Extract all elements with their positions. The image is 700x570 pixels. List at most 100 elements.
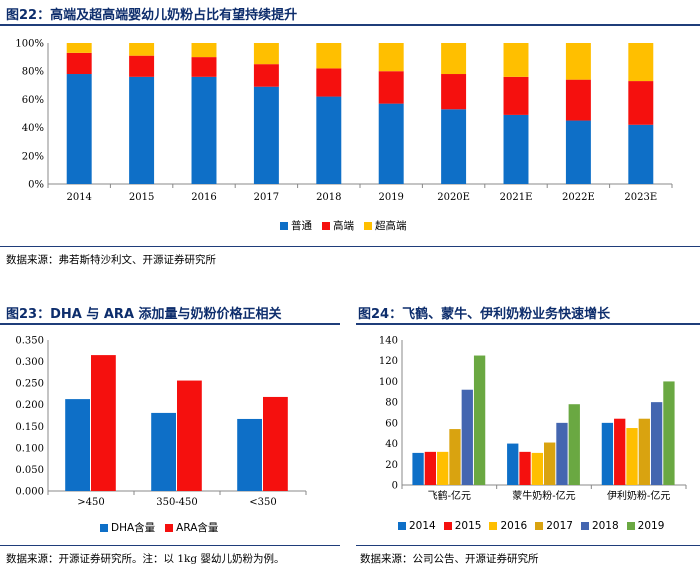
x-tick-label: 2023E — [624, 192, 657, 203]
x-tick-label: 2017 — [254, 192, 279, 203]
bar-2014-series2 — [66, 43, 92, 53]
legend-item-2017: 2017 — [535, 520, 573, 532]
fig22-title: 图22：高端及超高端婴幼儿奶粉占比有望持续提升 — [6, 8, 298, 23]
y-tick-label: 100 — [379, 377, 398, 388]
fig23-title: 图23：DHA 与 ARA 添加量与奶粉价格正相关 — [6, 307, 282, 322]
x-tick-label: 飞鹤-亿元 — [428, 489, 471, 502]
chart-premium-share: 0% 20% 40% 60% 80% 100% 2014 2015 2016 2017 2018 20… — [15, 39, 673, 203]
bar-0-series0 — [412, 452, 424, 485]
x-tick-label: 2020E — [437, 192, 470, 203]
bar-2-series5 — [663, 381, 675, 485]
fig23-title-rule — [0, 323, 340, 325]
bar-2-series0 — [601, 422, 614, 485]
bar-1-series3 — [544, 442, 556, 485]
bar-2-series1 — [614, 418, 626, 485]
bar-2016-series0 — [191, 76, 217, 184]
bar-2018-series1 — [316, 68, 342, 97]
fig24-source: 数据来源：公司公告、开源证券研究所 — [360, 553, 539, 565]
bar-0-series5 — [473, 355, 486, 485]
legend-item-2018: 2018 — [580, 520, 619, 532]
bar-2014-series0 — [66, 74, 92, 184]
y-tick-label: 80 — [385, 398, 398, 409]
y-tick-label: 80% — [22, 67, 44, 78]
legend-item-super-premium: 超高端 — [364, 218, 407, 233]
bar-2022E-series0 — [565, 120, 591, 184]
x-tick-label: 2022E — [562, 192, 595, 203]
bar-2018-series2 — [316, 43, 342, 69]
bar-2015-series1 — [129, 55, 155, 77]
fig24-title: 图24：飞鹤、蒙牛、伊利奶粉业务快速增长 — [358, 307, 611, 322]
bar-2017-series1 — [253, 64, 279, 87]
fig24-source-rule — [356, 545, 700, 546]
bar-2019-series1 — [378, 71, 404, 104]
legend-item-2016: 2016 — [489, 520, 527, 532]
y-tick-label: 0.000 — [15, 487, 44, 498]
chart1-legend: 普通 高端 超高端 — [280, 218, 407, 233]
bar-1-series1 — [177, 380, 202, 491]
x-tick-label: 2015 — [129, 192, 154, 203]
bar-2-series2 — [626, 428, 638, 485]
fig22-source: 数据来源：弗若斯特沙利文、开源证券研究所 — [6, 254, 216, 266]
y-tick-label: 0.200 — [15, 400, 44, 411]
legend-item-2014: 2014 — [398, 520, 436, 532]
bar-0-series1 — [424, 451, 437, 485]
legend-item-ara: ARA含量 — [165, 520, 218, 535]
y-tick-label: 0.150 — [15, 422, 44, 433]
bar-2-series3 — [638, 418, 650, 485]
x-tick-label: 350-450 — [156, 497, 198, 508]
bar-2023E-series1 — [628, 81, 654, 125]
bar-2017-series0 — [253, 86, 279, 184]
bar-0-series1 — [91, 355, 116, 491]
x-tick-label: 伊利奶粉-亿元 — [607, 489, 670, 502]
bar-0-series0 — [65, 399, 90, 491]
x-tick-label: 2016 — [191, 192, 216, 203]
bar-2014-series1 — [66, 52, 92, 75]
y-tick-label: 40 — [385, 439, 398, 450]
x-tick-label: >450 — [77, 497, 104, 508]
y-tick-label: 0% — [28, 180, 44, 191]
bar-2015-series0 — [129, 76, 155, 184]
chart3-legend: 2014 2015 2016 2017 2018 2019 — [398, 520, 664, 532]
y-tick-label: 0 — [392, 481, 398, 492]
bar-2022E-series1 — [565, 79, 591, 121]
y-tick-label: 60 — [385, 418, 398, 429]
fig24-title-rule — [356, 323, 700, 325]
bar-2021E-series2 — [503, 43, 529, 77]
chart-brand-growth: 0 20 40 60 80 100 120 140 飞鹤-亿元 蒙牛奶粉-亿元 伊利奶粉-亿元 — [379, 336, 687, 502]
bar-0-series4 — [461, 389, 473, 485]
y-tick-label: 120 — [379, 356, 398, 367]
bar-0-series2 — [437, 451, 449, 485]
fig22-title-rule — [0, 24, 700, 26]
x-tick-label: 蒙牛奶粉-亿元 — [512, 489, 575, 502]
y-tick-label: 0.250 — [15, 379, 44, 390]
bar-2-series0 — [237, 418, 262, 491]
fig23-source-rule — [0, 545, 340, 546]
legend-item-2015: 2015 — [443, 520, 481, 532]
bar-1-series0 — [507, 443, 519, 485]
bar-2016-series1 — [191, 57, 217, 77]
legend-item-premium: 高端 — [322, 218, 354, 233]
bar-2022E-series2 — [565, 43, 591, 80]
x-tick-label: 2014 — [66, 192, 91, 203]
bar-2021E-series0 — [503, 114, 529, 184]
bar-0-series3 — [449, 429, 461, 485]
x-tick-label: 2021E — [500, 192, 533, 203]
legend-item-regular: 普通 — [280, 218, 312, 233]
bar-2020E-series1 — [441, 74, 467, 110]
bar-1-series2 — [531, 452, 543, 485]
legend-item-2019: 2019 — [626, 520, 664, 532]
y-tick-label: 60% — [22, 95, 44, 106]
y-tick-label: 100% — [15, 39, 44, 50]
bar-2019-series2 — [378, 43, 404, 72]
y-tick-label: 20 — [385, 460, 398, 471]
bar-2016-series2 — [191, 43, 217, 58]
x-tick-label: <350 — [249, 497, 276, 508]
y-tick-label: 0.100 — [15, 443, 44, 454]
bar-2020E-series0 — [441, 109, 467, 184]
y-tick-label: 0.350 — [15, 336, 44, 347]
bar-2-series4 — [650, 402, 663, 485]
legend-item-dha: DHA含量 — [100, 520, 155, 535]
bar-2018-series0 — [316, 96, 342, 184]
fig23-source: 数据来源：开源证券研究所。注：以 1kg 婴幼儿奶粉为例。 — [6, 553, 285, 565]
y-tick-label: 0.050 — [15, 465, 44, 476]
